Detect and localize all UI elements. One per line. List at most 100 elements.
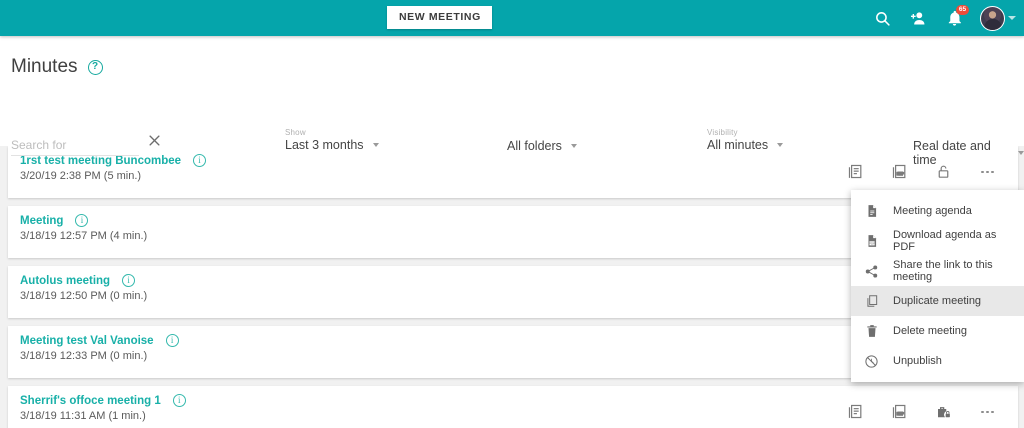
document-icon [864,204,879,219]
agenda-icon[interactable] [847,163,865,181]
top-navigation-bar: NEW MEETING 65 [0,0,1024,36]
meeting-list: 1rst test meeting Buncombee i 3/20/19 2:… [0,146,1024,428]
add-person-icon[interactable] [908,8,928,28]
table-row[interactable]: Meeting test Val Vanoise i 3/18/19 12:33… [8,326,1018,378]
share-icon [864,264,879,279]
search-icon[interactable] [872,8,892,28]
menu-item-label: Unpublish [893,355,942,367]
filter-folders-value[interactable]: All folders [507,139,577,153]
meeting-datetime: 3/18/19 12:50 PM (0 min.) [20,290,148,302]
svg-text:PDF: PDF [868,242,874,246]
meeting-title-line: Meeting i [20,214,147,227]
filter-visibility-label: Visibility [707,128,738,137]
info-icon[interactable]: i [122,274,136,287]
lock-open-icon[interactable] [935,163,953,181]
info-icon[interactable]: i [172,394,186,407]
filter-folders[interactable]: All folders [507,139,577,153]
pdf-icon[interactable]: PDF [891,163,909,181]
filter-show-text: Last 3 months [285,138,364,152]
menu-item-label: Duplicate meeting [893,295,982,307]
more-icon[interactable] [979,167,996,178]
pdf-icon[interactable]: PDF [891,403,909,421]
briefcase-lock-icon[interactable] [935,403,953,421]
menu-item-download-pdf[interactable]: PDF Download agenda as PDF [851,226,1024,256]
menu-item-delete-meeting[interactable]: Delete meeting [851,316,1024,346]
filter-visibility[interactable]: Visibility All minutes [707,128,784,152]
filter-show-value[interactable]: Last 3 months [285,138,379,152]
meeting-title[interactable]: Sherrif's offoce meeting 1 [20,394,161,407]
info-icon[interactable]: i [193,154,207,167]
table-row[interactable]: Autolus meeting i 3/18/19 12:50 PM (0 mi… [8,266,1018,318]
more-icon[interactable] [979,407,996,418]
search-box [11,135,160,156]
menu-item-unpublish[interactable]: Unpublish [851,346,1024,376]
chevron-down-icon[interactable] [1018,151,1024,155]
meeting-info: Sherrif's offoce meeting 1 i 3/18/19 11:… [20,394,186,422]
meeting-title-line: Sherrif's offoce meeting 1 i [20,394,186,407]
unpublish-icon [864,354,879,369]
meeting-title-line: Meeting test Val Vanoise i [20,334,179,347]
meeting-title-line: 1rst test meeting Buncombee i [20,154,207,167]
meeting-info: Meeting test Val Vanoise i 3/18/19 12:33… [20,334,179,362]
pdf-icon: PDF [864,234,879,249]
page-header: Minutes ? Show Last 3 months [0,36,1024,167]
notifications-bell-icon[interactable]: 65 [944,5,969,28]
menu-item-duplicate-meeting[interactable]: Duplicate meeting [851,286,1024,316]
meeting-context-menu: Meeting agenda PDF Download agenda as PD… [851,190,1024,382]
meeting-title[interactable]: Autolus meeting [20,274,111,287]
agenda-icon[interactable] [847,403,865,421]
filter-visibility-value[interactable]: All minutes [707,138,784,152]
filter-folders-text: All folders [507,139,562,153]
svg-text:PDF: PDF [897,412,905,416]
filter-bar: Show Last 3 months All folders Visibilit… [0,122,1024,167]
table-row[interactable]: 1rst test meeting Buncombee i 3/20/19 2:… [8,146,1018,198]
help-circle-icon[interactable]: ? [87,59,103,75]
table-row[interactable]: Meeting i 3/18/19 12:57 PM (4 min.) [8,206,1018,258]
meeting-datetime: 3/18/19 12:33 PM (0 min.) [20,350,148,362]
filter-date-format-value[interactable]: Real date and time [913,139,1024,167]
page-title: Minutes [11,56,78,77]
menu-item-share-link[interactable]: Share the link to this meeting [851,256,1024,286]
info-icon[interactable]: i [165,334,179,347]
meeting-info: 1rst test meeting Buncombee i 3/20/19 2:… [20,154,207,182]
meeting-title[interactable]: Meeting test Val Vanoise [20,334,154,347]
meeting-datetime: 3/18/19 11:31 AM (1 min.) [20,410,146,422]
menu-item-meeting-agenda[interactable]: Meeting agenda [851,196,1024,226]
info-icon[interactable]: i [75,214,89,227]
menu-item-label: Delete meeting [893,325,967,337]
search-input[interactable] [11,138,139,156]
close-icon[interactable] [147,133,163,149]
title-row: Minutes ? [11,56,103,78]
chevron-down-icon[interactable] [570,144,577,148]
chevron-down-icon[interactable] [1008,16,1016,20]
meeting-info: Autolus meeting i 3/18/19 12:50 PM (0 mi… [20,274,147,302]
filter-visibility-text: All minutes [707,138,769,152]
menu-item-label: Download agenda as PDF [893,229,997,253]
avatar[interactable] [980,5,1005,31]
meeting-info: Meeting i 3/18/19 12:57 PM (4 min.) [20,214,147,242]
filter-date-format-text: Real date and time [913,139,991,167]
row-actions: PDF [847,146,996,198]
table-row[interactable]: Sherrif's offoce meeting 1 i 3/18/19 11:… [8,386,1018,428]
trash-icon [864,324,879,339]
topbar-actions: 65 [872,0,1016,36]
filter-show-label: Show [285,128,306,137]
meeting-datetime: 3/18/19 12:57 PM (4 min.) [20,230,148,242]
menu-item-label: Meeting agenda [893,205,972,217]
menu-item-label: Share the link to this meeting [893,259,993,283]
new-meeting-button[interactable]: NEW MEETING [387,6,492,29]
svg-text:PDF: PDF [897,172,905,176]
notification-count-badge: 65 [956,5,969,15]
copy-icon [864,294,879,309]
meeting-datetime: 3/20/19 2:38 PM (5 min.) [20,170,142,182]
chevron-down-icon[interactable] [777,143,784,147]
meeting-title[interactable]: 1rst test meeting Buncombee [20,154,182,167]
meeting-title-line: Autolus meeting i [20,274,147,287]
row-actions: PDF [847,386,996,428]
meeting-title[interactable]: Meeting [20,214,64,227]
filter-show[interactable]: Show Last 3 months [285,128,379,152]
account-menu[interactable] [980,5,1016,31]
chevron-down-icon[interactable] [372,143,379,147]
filter-date-format[interactable]: Real date and time [913,139,1024,167]
